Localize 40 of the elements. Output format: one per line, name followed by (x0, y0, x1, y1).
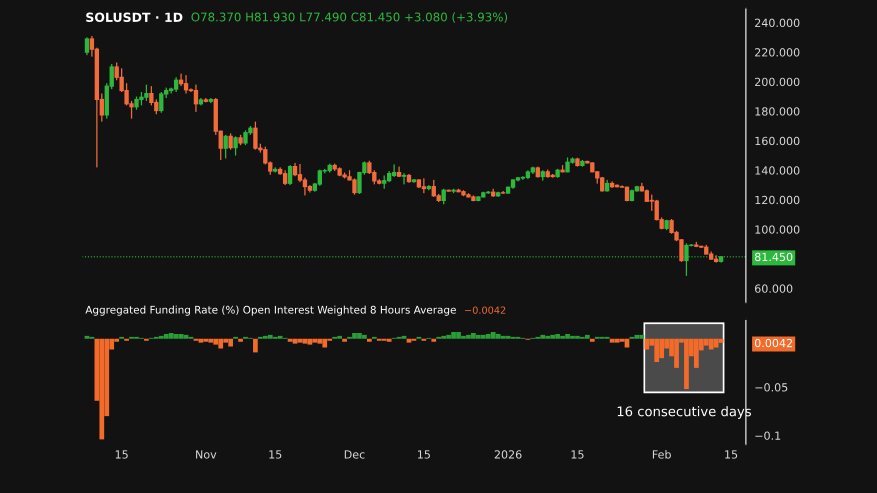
candlestick (540, 170, 545, 182)
x-tick-label: 15 (269, 450, 282, 459)
y-tick-label: 220.000 (755, 48, 800, 57)
y-tick-label: 200.000 (755, 78, 800, 86)
y-tick-label: 180.000 (755, 107, 800, 116)
candlestick (228, 132, 233, 150)
chart-title: SOLUSDT · 1D (86, 12, 182, 22)
text: −0.0042 (465, 306, 506, 314)
candlestick (233, 136, 238, 156)
y-tick-label: 60.000 (755, 284, 792, 293)
x-tick-label: Nov (196, 450, 216, 459)
y-tick-label: 240.000 (755, 18, 800, 28)
bar (342, 338, 347, 342)
chart-title: Aggregated Funding Rate (%) Open Interest Weighted 8 Hours Average (85, 306, 456, 316)
y-tick-label: 120.000 (755, 196, 800, 204)
candlestick (288, 164, 292, 186)
y-tick-label: −0.1 (755, 431, 780, 440)
x-tick-label: 15 (116, 450, 128, 459)
candlestick (396, 166, 402, 178)
x-tick-label: 15 (725, 450, 738, 459)
bar (253, 338, 258, 352)
candlestick (84, 36, 90, 56)
x-tick-label: 15 (572, 450, 584, 459)
annotation: O78.370 H81.930 L77.490 C81.450 +3.080 (+3.93%) (191, 12, 508, 23)
candlestick (536, 166, 540, 178)
candlestick (224, 134, 228, 160)
y-tick-label: 81.450 (754, 252, 792, 262)
x-tick-label: 15 (418, 450, 430, 459)
y-tick-label: 140.000 (755, 166, 800, 175)
bar (238, 338, 243, 342)
x-tick-label: 2026 (494, 450, 522, 459)
y-tick-label: −0.05 (755, 383, 788, 392)
x-tick-label: Feb (652, 450, 671, 459)
y-tick-label: 160.000 (755, 136, 800, 146)
candlestick (238, 134, 243, 146)
y-tick-label: 100.000 (755, 225, 800, 234)
y-tick-label: 0.0042 (754, 338, 792, 348)
candlestick (442, 188, 446, 205)
candlestick (402, 172, 406, 185)
x-tick-label: Dec (344, 450, 365, 459)
